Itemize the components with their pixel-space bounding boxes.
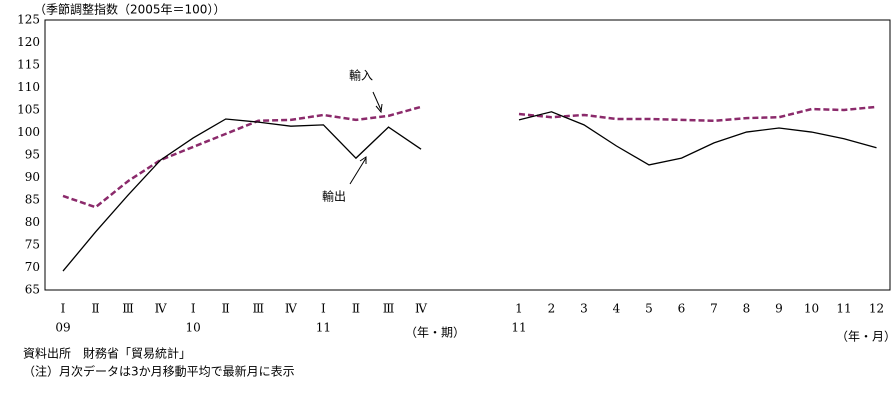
x-tick-label: Ⅱ xyxy=(91,302,99,316)
x-tick-label: Ⅰ xyxy=(61,302,66,316)
x-tick-label: 4 xyxy=(613,302,621,316)
year-label: 09 xyxy=(55,321,70,335)
y-tick-label: 65 xyxy=(25,283,40,297)
x-tick-label: 5 xyxy=(645,302,653,316)
annotation-arrow xyxy=(359,156,367,164)
x-tick-label: 8 xyxy=(743,302,751,316)
y-tick-label: 125 xyxy=(17,13,40,27)
x-tick-label: 9 xyxy=(775,302,783,316)
annotation-arrow xyxy=(349,157,367,185)
x-tick-label: Ⅲ xyxy=(253,302,265,316)
series-line xyxy=(62,105,422,209)
series-annotation: 輸出 xyxy=(322,189,346,204)
y-tick-label: 80 xyxy=(25,215,40,229)
x-tick-label: Ⅳ xyxy=(155,302,168,316)
year-label: 11 xyxy=(511,321,526,335)
series-annotation: 輸入 xyxy=(349,68,373,83)
y-tick-label: 70 xyxy=(25,260,40,274)
annotation-arrow xyxy=(372,91,382,111)
x-tick-label: 11 xyxy=(836,302,851,316)
x-tick-label: 2 xyxy=(548,302,556,316)
y-tick-label: 85 xyxy=(25,193,40,207)
y-tick-label: 110 xyxy=(17,80,40,94)
x-tick-label: Ⅰ xyxy=(321,302,326,316)
x-tick-label: 6 xyxy=(678,302,686,316)
plot-frame xyxy=(44,19,891,291)
unit-label: （季節調整指数（2005年＝100）） xyxy=(34,2,225,17)
series-line xyxy=(518,105,877,123)
note: 資料出所 財務省「貿易統計」 xyxy=(23,346,191,361)
x-tick-label: Ⅳ xyxy=(415,302,428,316)
x-tick-label: Ⅱ xyxy=(222,302,230,316)
x-label: （年・期） xyxy=(405,326,465,340)
year-label: 10 xyxy=(186,321,201,335)
note: （注）月次データは3か月移動平均で最新月に表示 xyxy=(23,364,295,379)
x-label: （年・月） xyxy=(836,330,894,344)
x-tick-label: 12 xyxy=(869,302,884,316)
annotation-arrow xyxy=(375,103,383,114)
x-tick-label: 1 xyxy=(515,302,523,316)
x-tick-label: 10 xyxy=(804,302,819,316)
series-line xyxy=(518,111,877,166)
x-tick-label: Ⅳ xyxy=(285,302,298,316)
y-tick-label: 95 xyxy=(25,148,40,162)
x-tick-label: 7 xyxy=(710,302,718,316)
series-line xyxy=(62,118,422,272)
y-tick-label: 115 xyxy=(17,58,40,72)
y-tick-label: 100 xyxy=(17,125,40,139)
y-tick-label: 120 xyxy=(17,35,40,49)
x-tick-label: Ⅰ xyxy=(191,302,196,316)
x-tick-label: Ⅲ xyxy=(383,302,395,316)
y-tick-label: 75 xyxy=(25,238,40,252)
x-tick-label: Ⅲ xyxy=(122,302,134,316)
year-label: 11 xyxy=(316,321,331,335)
x-tick-label: 3 xyxy=(580,302,588,316)
y-tick-label: 90 xyxy=(25,170,40,184)
x-tick-label: Ⅱ xyxy=(352,302,360,316)
y-tick-label: 105 xyxy=(17,103,40,117)
